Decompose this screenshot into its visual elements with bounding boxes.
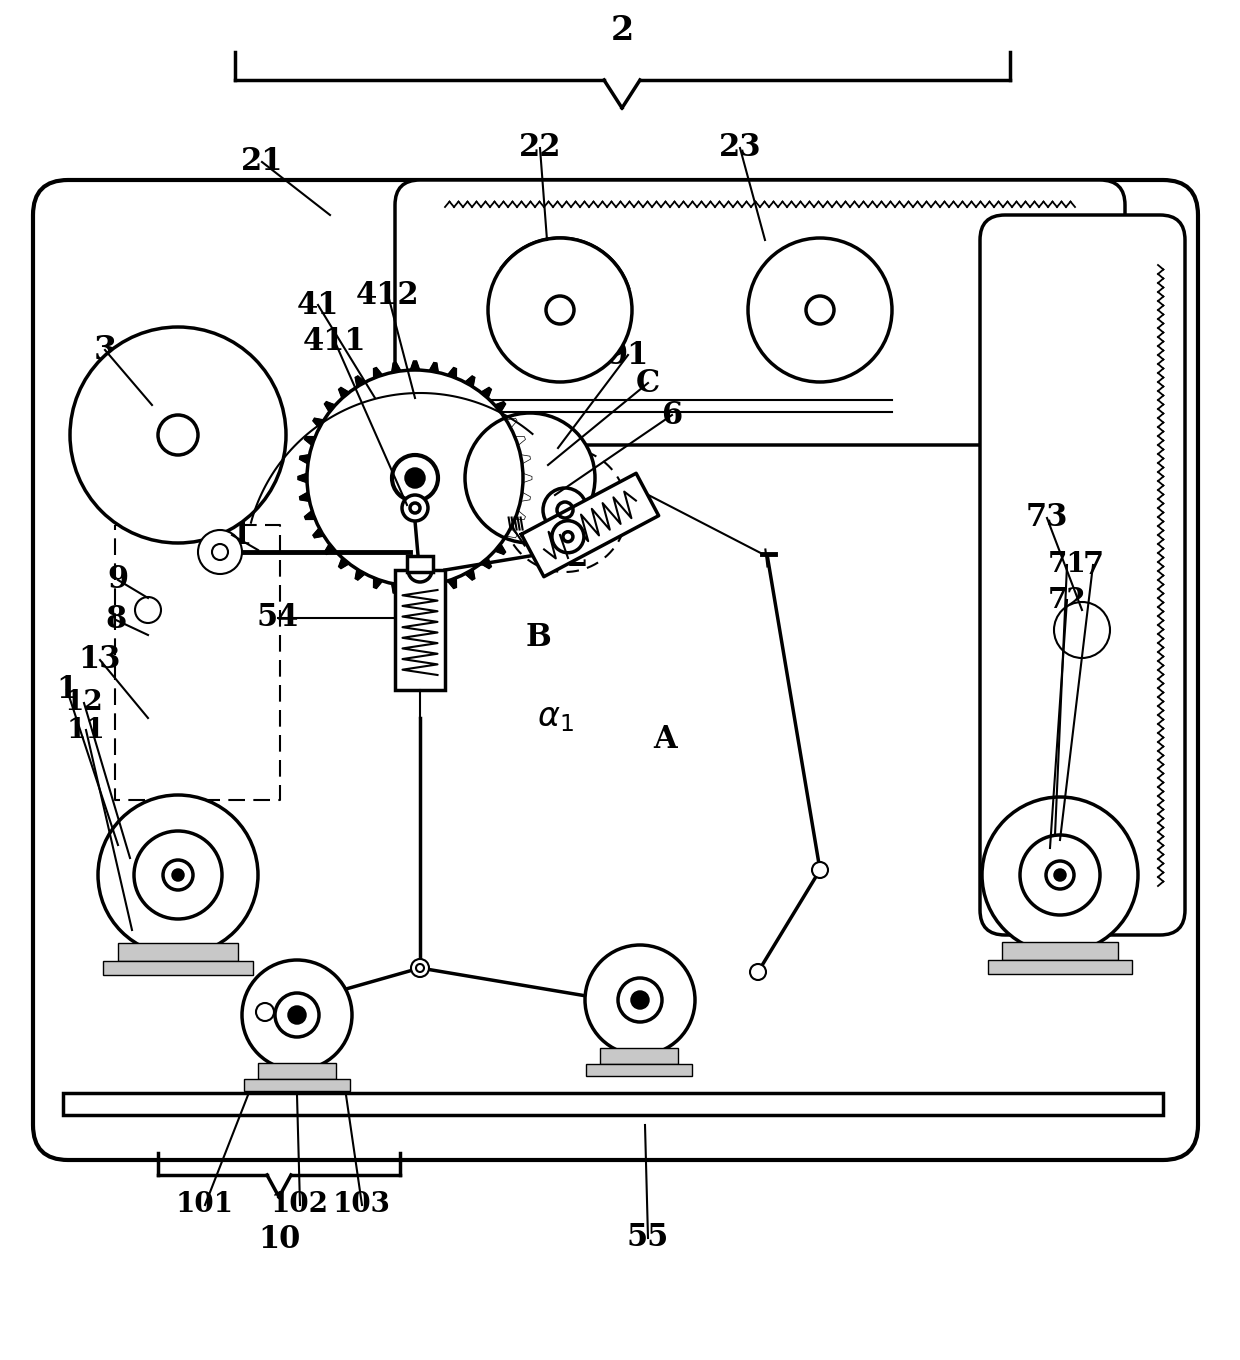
Text: 101: 101 (176, 1191, 234, 1219)
Text: 9: 9 (108, 564, 129, 596)
Text: 41: 41 (296, 290, 340, 321)
Text: 52: 52 (547, 543, 589, 574)
Text: 13: 13 (79, 645, 122, 676)
Circle shape (255, 1004, 274, 1021)
Bar (244, 1078, 350, 1091)
Text: 8: 8 (105, 604, 126, 635)
Circle shape (489, 238, 632, 382)
Text: $\alpha_1$: $\alpha_1$ (537, 702, 573, 734)
Circle shape (212, 544, 228, 560)
Circle shape (402, 495, 428, 521)
Text: 55: 55 (627, 1223, 670, 1254)
FancyBboxPatch shape (980, 215, 1185, 936)
Text: 54: 54 (257, 602, 299, 634)
Circle shape (198, 530, 242, 574)
Text: 11: 11 (67, 717, 105, 744)
Text: A: A (653, 725, 677, 756)
Circle shape (69, 326, 286, 543)
Circle shape (157, 415, 198, 456)
Circle shape (557, 502, 573, 518)
Circle shape (563, 532, 573, 541)
Circle shape (552, 521, 584, 552)
Circle shape (465, 413, 595, 543)
Bar (600, 1049, 678, 1064)
Bar (587, 1064, 692, 1076)
Circle shape (289, 1006, 305, 1023)
Text: 71: 71 (1048, 552, 1086, 578)
Circle shape (1021, 835, 1100, 915)
Text: 23: 23 (719, 132, 761, 163)
Bar (63, 1093, 1163, 1115)
Text: 3: 3 (93, 333, 117, 366)
Circle shape (410, 959, 429, 976)
Circle shape (618, 978, 662, 1021)
Circle shape (415, 964, 424, 972)
Circle shape (162, 860, 193, 889)
Circle shape (748, 238, 892, 382)
Circle shape (585, 945, 694, 1055)
Text: 21: 21 (241, 147, 283, 178)
Circle shape (546, 296, 574, 324)
Circle shape (174, 870, 184, 880)
Text: 10: 10 (258, 1224, 300, 1255)
Text: 91: 91 (606, 340, 649, 370)
Circle shape (632, 991, 649, 1008)
Polygon shape (298, 360, 532, 594)
Circle shape (405, 469, 424, 487)
Bar (407, 556, 433, 573)
Text: 51: 51 (211, 520, 253, 551)
Circle shape (1054, 602, 1110, 658)
Circle shape (392, 456, 438, 500)
Circle shape (750, 964, 766, 981)
Circle shape (410, 503, 420, 513)
FancyBboxPatch shape (396, 180, 1125, 445)
Circle shape (242, 960, 352, 1070)
Bar (103, 962, 253, 975)
Text: 22: 22 (518, 132, 562, 163)
Text: 103: 103 (334, 1191, 391, 1219)
Text: 12: 12 (64, 690, 103, 717)
Text: 6: 6 (661, 400, 682, 431)
Text: C: C (636, 367, 660, 398)
Circle shape (1055, 870, 1065, 880)
Bar (258, 1064, 336, 1078)
Circle shape (543, 488, 587, 532)
Bar (118, 942, 238, 962)
Text: B: B (525, 623, 551, 654)
Circle shape (806, 296, 835, 324)
Bar (988, 960, 1132, 974)
Text: 7: 7 (1083, 549, 1104, 581)
Text: 73: 73 (1025, 502, 1068, 533)
Circle shape (98, 796, 258, 955)
Circle shape (408, 558, 432, 582)
Text: 2: 2 (610, 14, 634, 46)
Text: 72: 72 (1048, 586, 1086, 613)
Bar (396, 570, 445, 690)
Circle shape (1047, 861, 1074, 889)
FancyBboxPatch shape (33, 180, 1198, 1160)
Circle shape (135, 597, 161, 623)
Circle shape (275, 993, 319, 1036)
Text: 102: 102 (272, 1191, 329, 1219)
Circle shape (812, 862, 828, 879)
Text: 411: 411 (304, 326, 367, 358)
Circle shape (308, 371, 522, 585)
Bar (1002, 942, 1118, 960)
Circle shape (134, 831, 222, 919)
Text: 1: 1 (57, 675, 78, 706)
Text: 412: 412 (356, 280, 420, 310)
Polygon shape (521, 473, 658, 577)
Circle shape (982, 797, 1138, 953)
